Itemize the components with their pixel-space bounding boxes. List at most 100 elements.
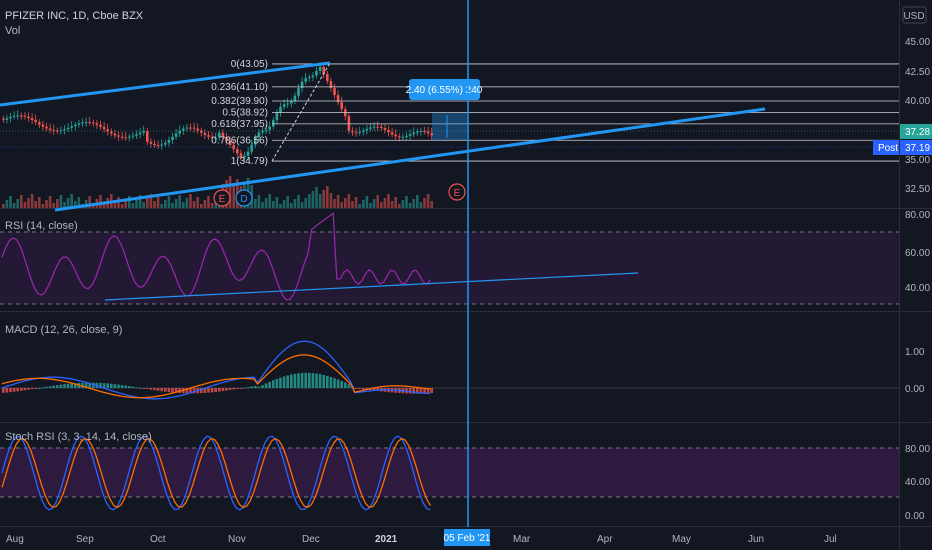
candle-body: [196, 128, 199, 131]
volume-bar: [416, 195, 419, 208]
rsi-trendline[interactable]: [104, 272, 639, 301]
macd-histogram-bar: [52, 385, 55, 388]
candle-body: [329, 80, 333, 89]
volume-bar: [84, 200, 88, 208]
volume-bar: [102, 202, 106, 208]
volume-bar: [394, 197, 397, 208]
macd-histogram-bar: [5, 388, 9, 393]
event-marker-earnings-2[interactable]: E: [448, 183, 466, 201]
candle-body: [189, 127, 192, 129]
macd-histogram-bar: [423, 388, 426, 394]
volume-bar: [5, 200, 9, 208]
macd-signal-line: [1, 354, 431, 399]
candle-body: [405, 135, 408, 137]
volume-bar: [131, 203, 135, 208]
candle-body: [239, 153, 243, 158]
last-price-value: 37.28: [905, 127, 930, 138]
volume-bar: [52, 203, 55, 208]
candle-body: [394, 134, 397, 137]
volume-bar: [308, 194, 311, 208]
measure-box[interactable]: [432, 113, 467, 140]
fibonacci-retracement[interactable]: 0(43.05) 0.236(41.10) 0.382(39.90)0.5(38.9…: [211, 59, 899, 167]
macd-histogram-bar: [329, 376, 333, 388]
volume-bar: [311, 191, 315, 208]
volume-bar: [16, 199, 19, 208]
candle-body: [336, 95, 340, 103]
time-label: 2021: [375, 534, 398, 545]
volume-bar: [272, 201, 275, 208]
candle-body: [297, 88, 300, 96]
macd-histogram-bar: [56, 385, 59, 388]
macd-histogram-bar: [164, 388, 167, 392]
macd-histogram-bar: [264, 383, 268, 388]
macd-histogram-bar: [232, 388, 235, 390]
macd-histogram-bar: [20, 388, 23, 391]
macd-histogram-bar: [171, 388, 174, 393]
volume-bar: [297, 195, 300, 208]
volume-bar: [12, 203, 16, 208]
price-tick: 32.50: [905, 184, 930, 195]
event-marker-earnings-1[interactable]: E: [213, 189, 231, 207]
price-tick: 40.00: [905, 96, 930, 107]
time-axis[interactable]: Aug Sep Oct Nov Dec 2021 Mar Apr May Jun…: [6, 529, 837, 546]
volume-bar: [200, 204, 203, 208]
volume-bar: [336, 195, 340, 208]
volume-bar: [300, 202, 304, 208]
candle-body: [351, 131, 354, 133]
macd-histogram-bar: [48, 386, 52, 388]
stoch-band: [0, 448, 899, 497]
candle-body: [128, 136, 131, 138]
macd-histogram-bar: [9, 388, 12, 393]
macd-histogram-bar: [167, 388, 171, 393]
volume-bar: [149, 194, 153, 208]
rsi-tick: 60.00: [905, 248, 930, 259]
macd-histogram-bar: [84, 382, 88, 388]
volume-bar: [390, 201, 394, 208]
candle-body: [333, 88, 336, 96]
macd-histogram-bar: [282, 376, 286, 388]
fib-level-label: 1(34.79): [231, 156, 268, 167]
macd-histogram-bar: [228, 388, 232, 391]
stoch-d-line: [1, 437, 431, 509]
macd-histogram-bar: [210, 388, 214, 393]
macd-histogram-bar: [344, 382, 347, 388]
volume-bar: [344, 198, 347, 208]
candle-body: [369, 127, 372, 129]
macd-histogram-bar: [254, 385, 257, 388]
macd-histogram-bar: [203, 388, 207, 393]
price-axis[interactable]: USD 45.00 42.50 40.00 35.00 32.50 37.28 …: [873, 6, 932, 522]
cursor-date-badge: [444, 529, 490, 546]
volume-bar: [41, 204, 45, 208]
volume-bar: [146, 198, 149, 208]
time-label: Sep: [76, 534, 94, 545]
candle-body: [84, 122, 88, 124]
candle-body: [95, 123, 99, 125]
macd-histogram-bar: [41, 387, 45, 389]
macd-histogram-bar: [92, 382, 95, 388]
macd-histogram-bar: [268, 381, 271, 388]
candle-body: [63, 129, 66, 131]
event-marker-dividend[interactable]: D: [235, 189, 253, 207]
volume-bar: [56, 199, 59, 208]
macd-histogram-bar: [110, 383, 113, 388]
post-label: Post: [878, 143, 898, 154]
volume-bar: [59, 195, 63, 208]
macd-histogram-bar: [304, 372, 307, 388]
volume-bar: [387, 194, 390, 208]
macd-histogram-bar: [318, 374, 322, 388]
candle-body: [164, 142, 167, 145]
rsi-title: RSI (14, close): [5, 220, 78, 232]
candle-body: [430, 133, 433, 136]
candle-body: [92, 122, 95, 124]
trendline-lower[interactable]: [54, 107, 766, 212]
volume-bar: [232, 183, 235, 208]
macd-histogram-bar: [34, 388, 37, 389]
candle-body: [70, 126, 73, 128]
macd-histogram-bar: [261, 384, 264, 388]
macd-histogram-bar: [63, 384, 66, 388]
candle-body: [264, 129, 268, 131]
trendline-upper[interactable]: [0, 61, 331, 107]
candle-body: [135, 134, 138, 136]
candle-body: [246, 151, 250, 156]
